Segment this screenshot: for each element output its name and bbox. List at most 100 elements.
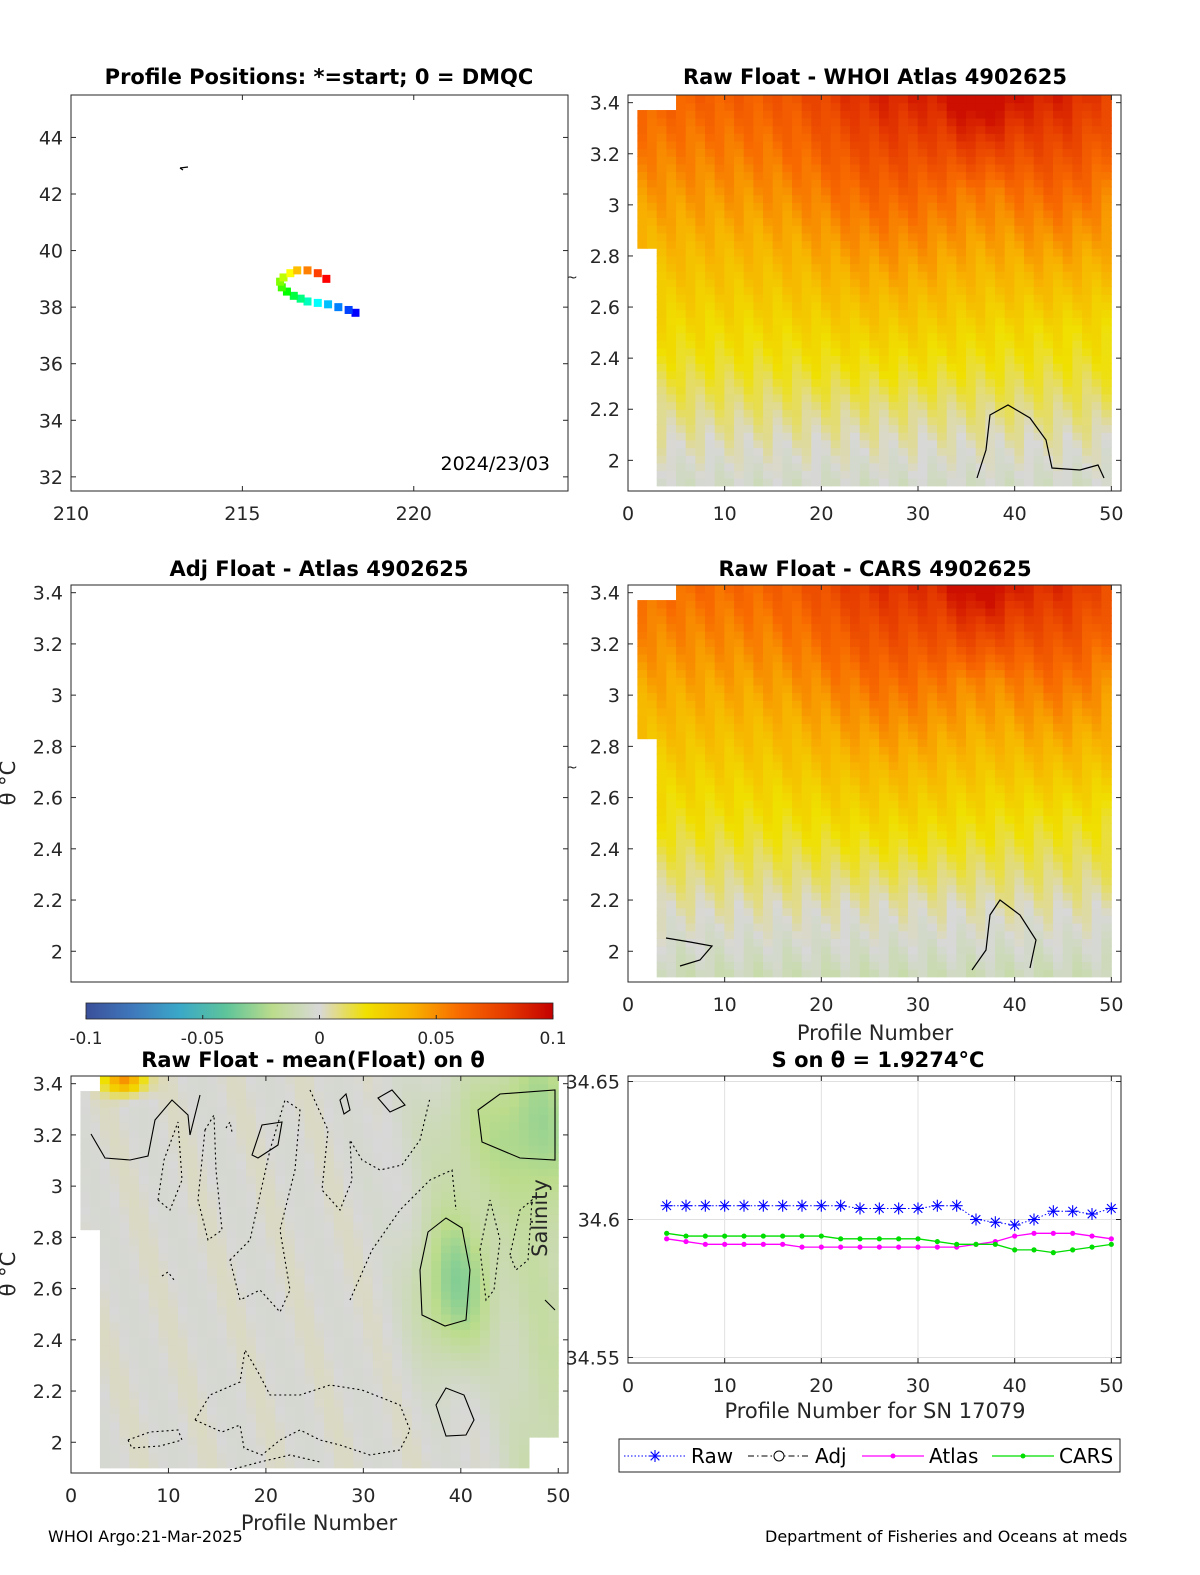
heatmap-cell	[879, 385, 890, 395]
heatmap-cell	[811, 907, 822, 916]
heatmap-cell	[1024, 416, 1035, 426]
heatmap-cell	[927, 447, 938, 456]
heatmap-cell	[975, 653, 987, 663]
heatmap-cell	[859, 684, 871, 694]
heatmap-cell	[705, 922, 716, 932]
heatmap-cell	[1101, 738, 1112, 747]
heatmap-cell	[1072, 938, 1083, 947]
heatmap-cell	[927, 784, 938, 793]
heatmap-cell	[695, 186, 706, 196]
heatmap-cell	[869, 133, 880, 142]
heatmap-cell	[1004, 699, 1016, 709]
heatmap-cell	[946, 638, 958, 647]
heatmap-cell	[1004, 692, 1016, 701]
heatmap-cell	[1053, 424, 1064, 433]
heatmap-cell	[666, 324, 677, 334]
heatmap-cell	[908, 316, 919, 326]
heatmap-cell	[830, 876, 842, 886]
heatmap-cell	[1024, 355, 1035, 364]
heatmap-cell	[792, 822, 803, 832]
heatmap-cell	[714, 224, 726, 234]
heatmap-cell	[1053, 707, 1064, 717]
heatmap-cell	[695, 408, 706, 418]
heatmap-cell	[937, 907, 948, 916]
heatmap-cell	[956, 102, 967, 111]
heatmap-cell	[792, 630, 803, 640]
heatmap-cell	[966, 669, 977, 678]
heatmap-cell	[705, 324, 716, 334]
heatmap-cell	[743, 462, 755, 472]
heatmap-cell	[801, 186, 813, 196]
heatmap-cell	[782, 761, 793, 770]
heatmap-cell	[898, 968, 909, 978]
heatmap-cell	[666, 133, 677, 142]
heatmap-cell	[685, 830, 697, 840]
heatmap-cell	[985, 738, 996, 747]
heatmap-cell	[1091, 945, 1103, 955]
heatmap-cell	[1043, 370, 1054, 380]
heatmap-cell	[1043, 615, 1054, 624]
heatmap-cell	[1014, 125, 1025, 134]
heatmap-cell	[1091, 286, 1103, 295]
heatmap-cell	[705, 171, 716, 180]
heatmap-cell	[859, 792, 871, 801]
heatmap-cell	[975, 730, 987, 740]
heatmap-cell	[908, 186, 919, 196]
heatmap-cell	[772, 186, 784, 196]
heatmap-cell	[946, 240, 958, 249]
heatmap-cell	[1004, 899, 1016, 909]
heatmap-cell	[956, 922, 967, 932]
heatmap-cell	[1082, 424, 1093, 433]
heatmap-cell	[1004, 776, 1016, 786]
heatmap-cell	[772, 301, 784, 311]
heatmap-cell	[956, 293, 967, 303]
heatmap-cells	[637, 585, 1112, 978]
heatmap-cell	[801, 232, 813, 242]
heatmap-cell	[695, 884, 706, 893]
heatmap-cell	[830, 309, 842, 318]
heatmap-cell	[946, 961, 958, 970]
heatmap-cell	[1072, 186, 1083, 196]
heatmap-cell	[1091, 316, 1103, 326]
heatmap-cell	[705, 638, 716, 647]
heatmap-cell	[946, 270, 958, 280]
heatmap-cell	[830, 408, 842, 418]
heatmap-cell	[1072, 378, 1083, 387]
heatmap-cell	[830, 240, 842, 249]
heatmap-cell	[869, 439, 880, 449]
heatmap-cell	[908, 699, 919, 709]
heatmap-cell	[743, 202, 755, 211]
heatmap-cell	[1082, 370, 1093, 380]
heatmap-cell	[1043, 730, 1054, 740]
heatmap-cell	[1004, 408, 1016, 418]
heatmap-cell	[1033, 247, 1045, 257]
heatmap-cell	[685, 853, 697, 863]
heatmap-cell	[772, 316, 784, 326]
heatmap-cell	[782, 615, 793, 624]
heatmap-cell	[1062, 332, 1074, 341]
heatmap-cell	[1053, 615, 1064, 624]
heatmap-cell	[743, 339, 755, 349]
heatmap-cell	[927, 638, 938, 647]
heatmap-cell	[676, 945, 687, 955]
heatmap-cell	[656, 761, 668, 770]
heatmap-cell	[898, 792, 909, 801]
heatmap-cell	[975, 815, 987, 824]
heatmap-cell	[705, 462, 716, 472]
heatmap-cell	[830, 140, 842, 150]
heatmap-cell	[830, 638, 842, 647]
heatmap-cell	[753, 293, 764, 303]
heatmap-cell	[801, 102, 813, 111]
heatmap-cell	[685, 776, 697, 786]
heatmap-cell	[888, 869, 900, 878]
heatmap-cell	[966, 769, 977, 778]
heatmap-cell	[1004, 278, 1016, 288]
heatmap-cell	[1072, 148, 1083, 157]
heatmap-cell	[975, 968, 987, 978]
heatmap-cell	[1091, 707, 1103, 717]
heatmap-cell	[685, 585, 697, 594]
heatmap-cell	[879, 915, 890, 924]
heatmap-cell	[724, 738, 735, 747]
heatmap-cell	[908, 876, 919, 886]
